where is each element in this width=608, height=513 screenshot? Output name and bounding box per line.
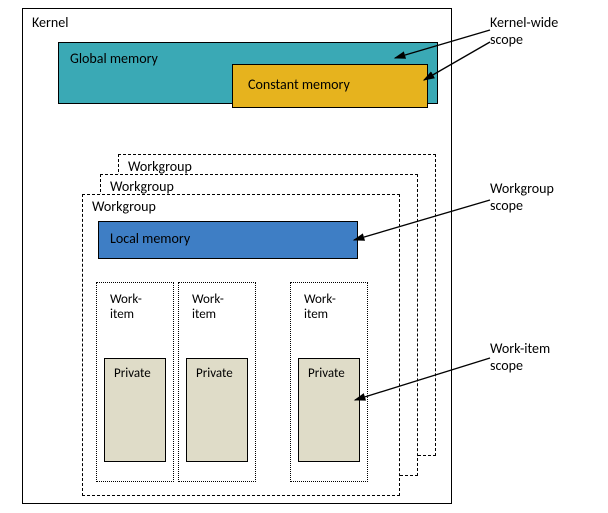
private-label-3: Private: [308, 366, 345, 381]
workgroup-label-3: Workgroup: [128, 158, 192, 175]
private-label-2: Private: [196, 366, 233, 381]
work-item-label-3: Work-item: [304, 292, 336, 322]
kernel-label: Kernel: [32, 14, 68, 31]
private-label-1: Private: [114, 366, 151, 381]
workgroup-label-2: Workgroup: [110, 178, 174, 195]
work-item-label-1: Work-item: [110, 292, 142, 322]
local-memory-label: Local memory: [110, 230, 190, 247]
workgroup-label-1: Workgroup: [92, 198, 156, 215]
annotation-workgroup: Workgroupscope: [490, 180, 554, 214]
constant-memory-label: Constant memory: [248, 76, 350, 93]
work-item-label-2: Work-item: [192, 292, 224, 322]
annotation-kernel-wide: Kernel-widescope: [490, 14, 558, 48]
global-memory-label: Global memory: [70, 50, 158, 67]
annotation-work-item: Work-itemscope: [490, 340, 550, 374]
